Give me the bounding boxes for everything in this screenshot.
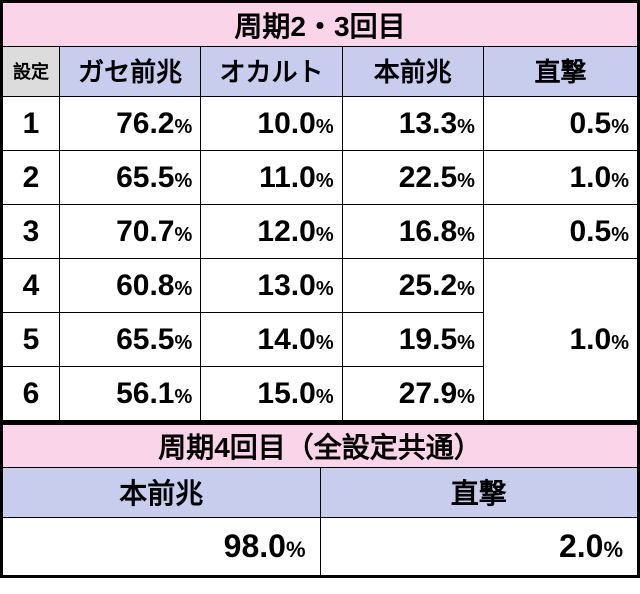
gase-cell: 65.5% xyxy=(59,313,200,367)
okaruto-cell: 14.0% xyxy=(201,313,342,367)
settei-cell: 4 xyxy=(3,259,60,313)
hon-cell: 25.2% xyxy=(342,259,483,313)
table2-body-row: 98.0% 2.0% xyxy=(3,517,638,575)
okaruto-cell: 15.0% xyxy=(201,367,342,421)
hon-cell: 22.5% xyxy=(342,151,483,205)
table1-title-row: 周期2・3回目 xyxy=(3,3,638,47)
choku-cell: 0.5% xyxy=(483,205,637,259)
okaruto-cell: 12.0% xyxy=(201,205,342,259)
table-row: 3 70.7% 12.0% 16.8% 0.5% xyxy=(3,205,638,259)
table-row: 1 76.2% 10.0% 13.3% 0.5% xyxy=(3,97,638,151)
table1-header-row: 設定 ガセ前兆 オカルト 本前兆 直撃 xyxy=(3,47,638,97)
table-row: 4 60.8% 13.0% 25.2% 1.0% xyxy=(3,259,638,313)
gase-cell: 56.1% xyxy=(59,367,200,421)
col-okaruto: オカルト xyxy=(201,47,342,97)
tables-container: 周期2・3回目 設定 ガセ前兆 オカルト 本前兆 直撃 1 76.2% 10.0… xyxy=(0,0,640,578)
table-row: 2 65.5% 11.0% 22.5% 1.0% xyxy=(3,151,638,205)
hon-cell: 16.8% xyxy=(342,205,483,259)
table2-title-row: 周期4回目（全設定共通） xyxy=(3,423,638,467)
settei-cell: 6 xyxy=(3,367,60,421)
okaruto-cell: 11.0% xyxy=(201,151,342,205)
col-choku: 直撃 xyxy=(483,47,637,97)
settei-cell: 3 xyxy=(3,205,60,259)
okaruto-cell: 13.0% xyxy=(201,259,342,313)
hon-cell: 27.9% xyxy=(342,367,483,421)
col-hon: 本前兆 xyxy=(342,47,483,97)
col-gase: ガセ前兆 xyxy=(59,47,200,97)
table-cycle-4: 周期4回目（全設定共通） 本前兆 直撃 98.0% 2.0% xyxy=(2,421,638,576)
t2-hon-cell: 98.0% xyxy=(3,517,321,575)
choku-cell: 1.0% xyxy=(483,151,637,205)
table2-title: 周期4回目（全設定共通） xyxy=(3,423,638,467)
gase-cell: 70.7% xyxy=(59,205,200,259)
settei-cell: 1 xyxy=(3,97,60,151)
col-settei: 設定 xyxy=(3,47,60,97)
okaruto-cell: 10.0% xyxy=(201,97,342,151)
choku-cell: 0.5% xyxy=(483,97,637,151)
gase-cell: 76.2% xyxy=(59,97,200,151)
table-cycle-2-3: 周期2・3回目 設定 ガセ前兆 オカルト 本前兆 直撃 1 76.2% 10.0… xyxy=(2,2,638,421)
settei-cell: 2 xyxy=(3,151,60,205)
hon-cell: 13.3% xyxy=(342,97,483,151)
t2-col-choku: 直撃 xyxy=(320,467,638,517)
table1-title: 周期2・3回目 xyxy=(3,3,638,47)
choku-merged-cell: 1.0% xyxy=(483,259,637,421)
hon-cell: 19.5% xyxy=(342,313,483,367)
t2-choku-cell: 2.0% xyxy=(320,517,638,575)
table2-header-row: 本前兆 直撃 xyxy=(3,467,638,517)
settei-cell: 5 xyxy=(3,313,60,367)
gase-cell: 60.8% xyxy=(59,259,200,313)
gase-cell: 65.5% xyxy=(59,151,200,205)
t2-col-hon: 本前兆 xyxy=(3,467,321,517)
